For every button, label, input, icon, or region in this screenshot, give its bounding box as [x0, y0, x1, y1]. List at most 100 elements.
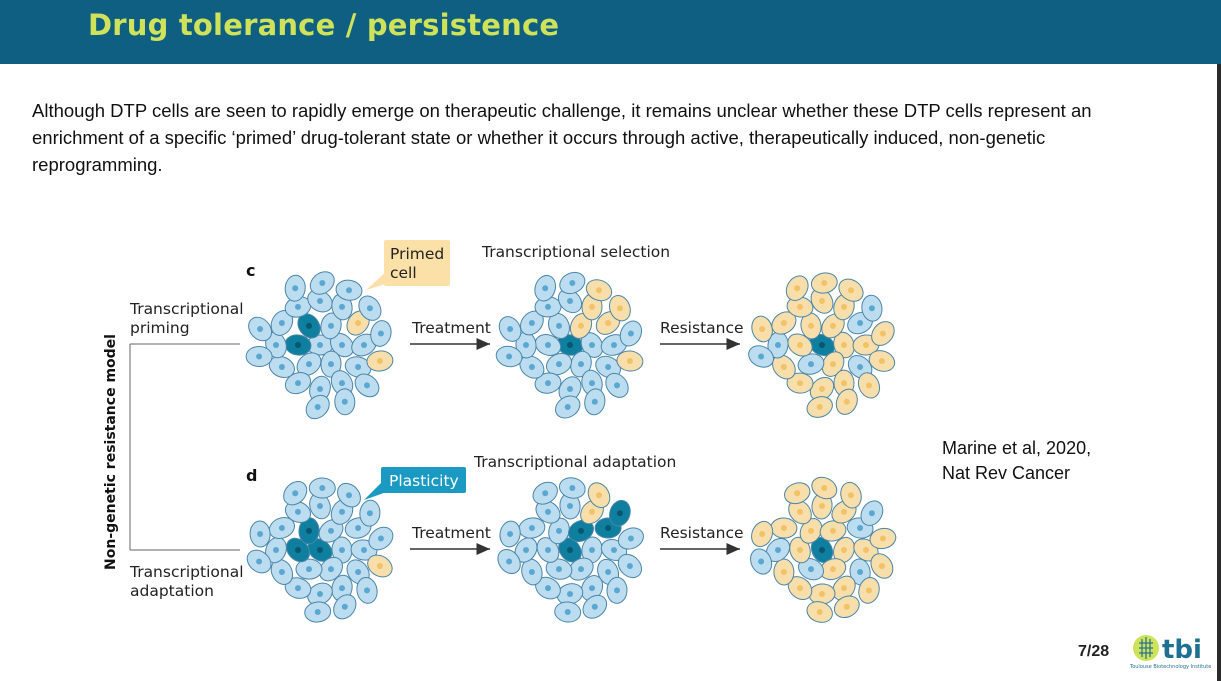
- cell-nucleus: [278, 320, 285, 326]
- cell-nucleus: [589, 508, 595, 515]
- cell-nucleus: [355, 525, 362, 531]
- page-number: 7/28: [1078, 643, 1110, 660]
- cell-nucleus: [545, 585, 551, 592]
- arrow-d-resistance: Resistance: [660, 524, 744, 555]
- cell-nucleus: [545, 303, 551, 310]
- cell-nucleus: [848, 492, 854, 499]
- cell-nucleus: [346, 492, 352, 499]
- window-edge: [1217, 64, 1221, 681]
- cell-nucleus: [295, 547, 301, 553]
- cell-nucleus: [759, 531, 766, 537]
- cell-nucleus: [366, 510, 373, 517]
- cell-nucleus: [319, 485, 326, 491]
- cell-nucleus: [361, 342, 367, 348]
- cell-nucleus: [278, 525, 285, 531]
- citation: Marine et al, 2020, Nat Rev Cancer: [942, 436, 1091, 486]
- cell-nucleus: [868, 510, 875, 517]
- cell-nucleus: [355, 320, 362, 326]
- cell-nucleus: [528, 569, 535, 575]
- cell-nucleus: [866, 382, 872, 389]
- cell-nucleus: [830, 322, 836, 329]
- vertical-model-label: Non-genetic resistance model: [103, 334, 119, 570]
- cell-nucleus: [819, 342, 825, 348]
- cell-nucleus: [339, 547, 345, 553]
- cell-nucleus: [317, 591, 323, 597]
- cell-nucleus: [339, 585, 345, 592]
- cell-nucleus: [863, 547, 869, 553]
- cell-nucleus: [605, 525, 612, 531]
- cell-nucleus: [605, 364, 612, 370]
- cell-nucleus: [314, 404, 321, 410]
- arrow-d-treatment: Treatment: [410, 524, 491, 555]
- cell-nucleus: [339, 342, 345, 348]
- cell-nucleus: [377, 535, 384, 542]
- priming-label-line2: priming: [130, 319, 190, 337]
- panel-c-letter: c: [246, 261, 255, 280]
- cell-nucleus: [306, 322, 312, 329]
- cell-nucleus: [567, 591, 573, 597]
- cell-nucleus: [545, 380, 551, 387]
- cell-nucleus: [545, 547, 551, 553]
- adaptation-label-line2: adaptation: [130, 582, 214, 600]
- cell-cluster-c3: [748, 272, 896, 418]
- cell-nucleus: [292, 285, 299, 292]
- cell-nucleus: [626, 358, 633, 364]
- cell-nucleus: [339, 380, 345, 387]
- cell-nucleus: [830, 566, 836, 573]
- primed-callout-line2: cell: [390, 264, 417, 282]
- cell-nucleus: [841, 303, 847, 310]
- cell-nucleus: [819, 386, 825, 392]
- cell-nucleus: [328, 566, 334, 573]
- cell-nucleus: [578, 322, 584, 329]
- cell-nucleus: [507, 326, 514, 332]
- cell-nucleus: [292, 490, 299, 497]
- arrow-c-treatment-label: Treatment: [411, 319, 491, 337]
- cell-nucleus: [841, 380, 847, 387]
- cell-nucleus: [821, 485, 828, 491]
- cell-nucleus: [567, 342, 573, 348]
- cell-nucleus: [314, 609, 321, 615]
- cell-nucleus: [780, 364, 787, 370]
- cell-nucleus: [819, 503, 825, 509]
- primed-callout-line1: Primed: [390, 245, 444, 263]
- cell-nucleus: [797, 508, 803, 515]
- cell-nucleus: [528, 525, 535, 531]
- cell-nucleus: [273, 547, 279, 553]
- cell-nucleus: [542, 490, 549, 497]
- cell-nucleus: [578, 527, 584, 534]
- cell-nucleus: [364, 587, 370, 594]
- cell-nucleus: [879, 535, 886, 542]
- tbi-logo: tbi Toulouse Biotechnology Institute: [1129, 635, 1211, 670]
- panel-d-heading: Transcriptional adaptation: [473, 453, 676, 471]
- cell-nucleus: [528, 364, 535, 370]
- cell-nucleus: [857, 320, 864, 326]
- cell-nucleus: [596, 287, 602, 294]
- cell-nucleus: [361, 547, 367, 553]
- cell-nucleus: [341, 398, 348, 405]
- cell-nucleus: [257, 531, 264, 537]
- cell-nucleus: [589, 547, 595, 553]
- cell-nucleus: [808, 566, 814, 573]
- cell-nucleus: [506, 558, 513, 565]
- cell-nucleus: [295, 303, 301, 310]
- cell-nucleus: [278, 569, 285, 575]
- cell-nucleus: [797, 380, 803, 387]
- cell-nucleus: [819, 591, 825, 597]
- cell-nucleus: [317, 342, 323, 348]
- cell-nucleus: [857, 569, 864, 575]
- cell-nucleus: [556, 566, 562, 573]
- arrow-c-resistance-label: Resistance: [660, 319, 744, 337]
- cell-nucleus: [775, 547, 781, 553]
- cell-nucleus: [878, 563, 885, 569]
- cell-nucleus: [866, 587, 872, 594]
- cell-nucleus: [542, 285, 549, 292]
- cell-cluster-d3: [750, 476, 897, 623]
- cell-clusters: [245, 271, 897, 623]
- cell-nucleus: [506, 353, 513, 360]
- cell-nucleus: [819, 298, 825, 304]
- cell-nucleus: [611, 547, 617, 553]
- cell-nucleus: [616, 510, 623, 517]
- cell-nucleus: [841, 508, 847, 515]
- cell-nucleus: [797, 585, 803, 592]
